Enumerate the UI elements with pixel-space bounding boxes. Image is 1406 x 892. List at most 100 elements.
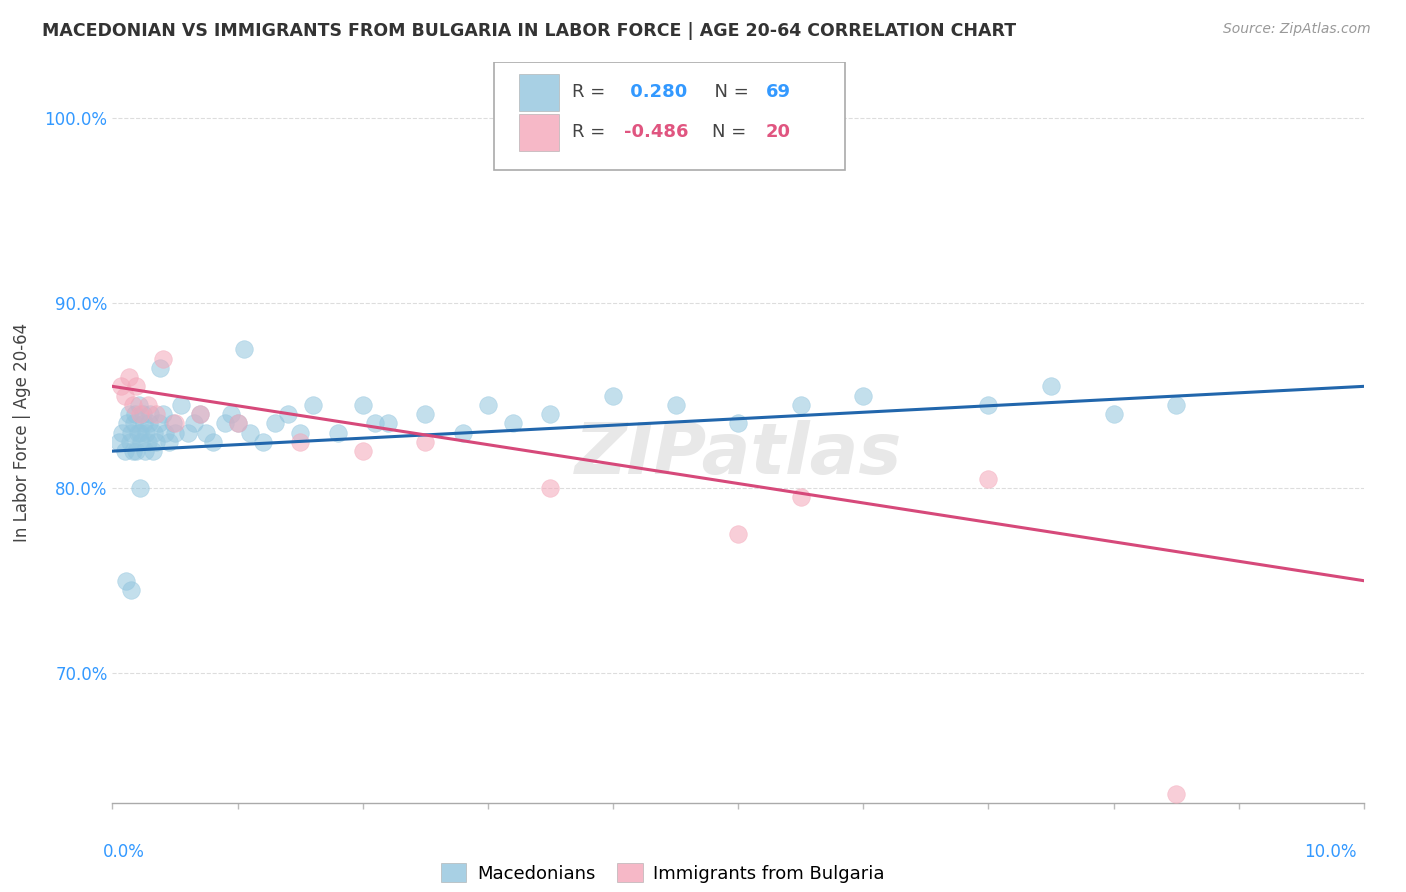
Point	[139, 407, 162, 421]
Point	[128, 398, 150, 412]
Point	[221, 407, 243, 421]
Point	[790, 398, 813, 412]
Point	[790, 491, 813, 505]
Point	[121, 398, 143, 412]
Point	[664, 398, 686, 412]
Point	[1164, 398, 1187, 412]
Point	[326, 425, 349, 440]
Text: R =: R =	[572, 123, 610, 142]
Point	[290, 425, 312, 440]
Text: Source: ZipAtlas.com: Source: ZipAtlas.com	[1223, 22, 1371, 37]
Point	[163, 417, 186, 431]
Text: MACEDONIAN VS IMMIGRANTS FROM BULGARIA IN LABOR FORCE | AGE 20-64 CORRELATION CH: MACEDONIAN VS IMMIGRANTS FROM BULGARIA I…	[42, 22, 1017, 40]
FancyBboxPatch shape	[494, 62, 845, 169]
Point	[183, 417, 205, 431]
Point	[201, 434, 224, 449]
FancyBboxPatch shape	[519, 74, 560, 111]
Point	[118, 407, 141, 421]
Point	[301, 398, 323, 412]
Point	[118, 370, 141, 384]
Point	[142, 425, 165, 440]
Point	[1039, 379, 1063, 393]
Point	[214, 417, 236, 431]
Point	[115, 574, 138, 588]
Text: 0.280: 0.280	[624, 84, 688, 102]
Point	[163, 425, 186, 440]
Point	[138, 417, 160, 431]
FancyBboxPatch shape	[519, 114, 560, 151]
Text: 20: 20	[766, 123, 790, 142]
Point	[226, 417, 249, 431]
Point	[1102, 407, 1125, 421]
Point	[252, 434, 274, 449]
Point	[1164, 787, 1187, 801]
Point	[451, 425, 474, 440]
Point	[413, 434, 436, 449]
Point	[136, 434, 159, 449]
Text: 0.0%: 0.0%	[103, 843, 145, 861]
Point	[727, 417, 749, 431]
Point	[132, 417, 155, 431]
Point	[226, 417, 249, 431]
Point	[136, 398, 159, 412]
Point	[538, 481, 561, 495]
Point	[377, 417, 399, 431]
Point	[170, 398, 193, 412]
Text: N =: N =	[711, 123, 752, 142]
Point	[602, 388, 624, 402]
Point	[277, 407, 299, 421]
Point	[114, 444, 136, 458]
Point	[125, 444, 148, 458]
Point	[188, 407, 211, 421]
Point	[364, 417, 387, 431]
Point	[352, 398, 374, 412]
Point	[153, 425, 176, 440]
Point	[141, 444, 163, 458]
Text: N =: N =	[703, 84, 755, 102]
Point	[264, 417, 287, 431]
Point	[290, 434, 312, 449]
Point	[162, 417, 184, 431]
Point	[120, 425, 142, 440]
Point	[124, 407, 146, 421]
Point	[131, 407, 153, 421]
Point	[239, 425, 262, 440]
Point	[152, 407, 174, 421]
Point	[149, 360, 172, 375]
Point	[195, 425, 218, 440]
Point	[122, 417, 145, 431]
Text: ZIPatlas: ZIPatlas	[575, 420, 901, 490]
Point	[125, 379, 148, 393]
Point	[852, 388, 875, 402]
Point	[121, 444, 143, 458]
Point	[502, 417, 524, 431]
Point	[176, 425, 198, 440]
Legend: Macedonians, Immigrants from Bulgaria: Macedonians, Immigrants from Bulgaria	[434, 856, 893, 890]
Text: 69: 69	[766, 84, 790, 102]
Point	[107, 434, 129, 449]
Point	[114, 388, 136, 402]
Point	[152, 351, 174, 366]
Point	[413, 407, 436, 421]
Point	[148, 417, 170, 431]
Y-axis label: In Labor Force | Age 20-64: In Labor Force | Age 20-64	[13, 323, 31, 542]
Point	[129, 407, 152, 421]
Point	[127, 425, 149, 440]
Point	[477, 398, 499, 412]
Text: -0.486: -0.486	[624, 123, 689, 142]
Point	[117, 417, 139, 431]
Point	[129, 481, 152, 495]
Point	[352, 444, 374, 458]
Point	[232, 343, 254, 357]
Point	[157, 434, 180, 449]
Point	[188, 407, 211, 421]
Point	[977, 472, 1000, 486]
Point	[145, 434, 167, 449]
Point	[538, 407, 561, 421]
Point	[118, 434, 141, 449]
Point	[135, 425, 157, 440]
Point	[111, 425, 134, 440]
Text: R =: R =	[572, 84, 610, 102]
Point	[977, 398, 1000, 412]
Text: 10.0%: 10.0%	[1305, 843, 1357, 861]
